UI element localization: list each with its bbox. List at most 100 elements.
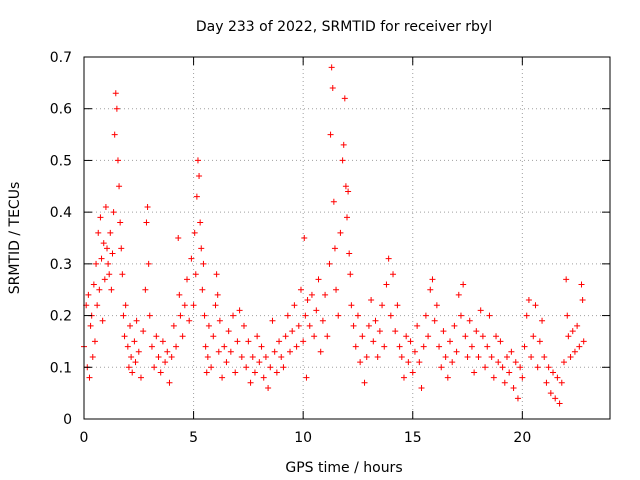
data-point: [565, 333, 572, 340]
data-point: [493, 333, 500, 340]
data-point: [199, 286, 206, 293]
data-point: [361, 379, 368, 386]
data-point: [177, 312, 184, 319]
data-point: [188, 255, 195, 262]
data-point: [350, 322, 357, 329]
data-point: [230, 312, 237, 319]
data-point: [291, 302, 298, 309]
data-point: [227, 348, 234, 355]
data-point: [280, 364, 287, 371]
data-point: [539, 317, 546, 324]
data-point: [495, 359, 502, 366]
data-point: [418, 384, 425, 391]
y-tick-label: 0.3: [50, 257, 72, 273]
data-point: [157, 369, 164, 376]
data-point: [135, 348, 142, 355]
data-point: [317, 348, 324, 355]
data-point: [190, 302, 197, 309]
data-point: [258, 343, 265, 350]
data-point: [503, 353, 510, 360]
data-point: [563, 276, 570, 283]
data-point: [247, 379, 254, 386]
data-point: [345, 188, 352, 195]
data-point: [552, 395, 559, 402]
data-point: [118, 245, 125, 252]
data-point: [109, 250, 116, 257]
data-point: [282, 333, 289, 340]
data-point: [94, 302, 101, 309]
data-point: [202, 343, 209, 350]
data-point: [484, 343, 491, 350]
data-point: [256, 359, 263, 366]
x-tick-label: 15: [404, 430, 422, 446]
data-point: [514, 395, 521, 402]
data-point: [578, 281, 585, 288]
data-point: [444, 374, 451, 381]
data-point: [560, 359, 567, 366]
data-point: [153, 333, 160, 340]
data-point: [335, 312, 342, 319]
data-point: [368, 297, 375, 304]
data-point: [205, 322, 212, 329]
data-point: [396, 343, 403, 350]
data-point: [111, 131, 118, 138]
data-point: [148, 343, 155, 350]
y-tick-label: 0.2: [50, 309, 72, 325]
data-point: [339, 157, 346, 164]
data-point: [574, 322, 581, 329]
data-point: [110, 209, 117, 216]
data-point: [106, 271, 113, 278]
data-point: [304, 297, 311, 304]
data-point: [306, 322, 313, 329]
data-point: [352, 343, 359, 350]
data-point: [112, 90, 119, 97]
data-point: [265, 384, 272, 391]
data-point: [416, 359, 423, 366]
data-point: [342, 183, 349, 190]
data-point: [114, 157, 121, 164]
data-point: [96, 286, 103, 293]
plot-frame: [83, 56, 611, 420]
data-point: [409, 369, 416, 376]
data-point: [431, 317, 438, 324]
data-point: [449, 359, 456, 366]
data-point: [429, 276, 436, 283]
data-point: [128, 353, 135, 360]
data-point: [90, 281, 97, 288]
data-point: [100, 240, 107, 247]
data-point: [295, 322, 302, 329]
x-tick-label: 0: [80, 430, 89, 446]
data-point: [234, 338, 241, 345]
data-point: [260, 374, 267, 381]
data-point: [405, 359, 412, 366]
data-point: [93, 260, 100, 267]
data-point: [131, 338, 138, 345]
data-point: [303, 374, 310, 381]
data-point: [464, 353, 471, 360]
data-point: [89, 353, 96, 360]
data-point: [225, 328, 232, 335]
data-point: [144, 203, 151, 210]
data-point: [433, 302, 440, 309]
data-point: [194, 157, 201, 164]
data-point: [579, 297, 586, 304]
data-point: [105, 260, 112, 267]
data-point: [302, 312, 309, 319]
data-point: [438, 364, 445, 371]
data-point: [466, 317, 473, 324]
data-point: [210, 333, 217, 340]
data-point: [482, 364, 489, 371]
data-point: [554, 374, 561, 381]
data-point: [203, 369, 210, 376]
data-point: [521, 343, 528, 350]
data-point: [192, 271, 199, 278]
data-point: [159, 338, 166, 345]
data-point: [276, 338, 283, 345]
data-point: [420, 343, 427, 350]
data-point: [116, 183, 123, 190]
data-point: [155, 353, 162, 360]
data-point: [326, 260, 333, 267]
data-point: [107, 229, 114, 236]
data-point: [164, 348, 171, 355]
